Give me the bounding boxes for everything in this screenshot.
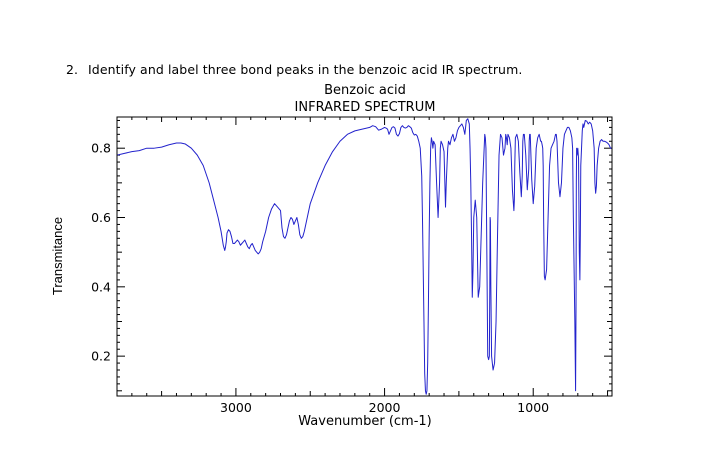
question-text: 2. Identify and label three bond peaks in…: [66, 62, 522, 77]
x-tick-label: 2000: [369, 400, 401, 415]
y-axis-label: Transmitance: [50, 217, 65, 295]
x-axis-label: Wavenumber (cm-1): [298, 414, 431, 429]
x-tick-label: 1000: [517, 400, 549, 415]
y-tick-label: 0.8: [91, 141, 111, 156]
plot-frame: [116, 116, 613, 397]
question-number: 2.: [66, 62, 79, 77]
x-tick-label: 3000: [220, 400, 252, 415]
question-body: Identify and label three bond peaks in t…: [88, 62, 523, 77]
chart-title: Benzoic acid: [324, 83, 406, 98]
axis-ticks: [117, 117, 612, 396]
spectrum-line: [116, 118, 612, 395]
tick-labels: 3000 2000 1000 0.2 0.4 0.6 0.8: [91, 141, 549, 415]
chart-subtitle: INFRARED SPECTRUM: [295, 100, 436, 115]
y-tick-label: 0.6: [91, 210, 111, 225]
y-tick-label: 0.2: [91, 349, 111, 364]
y-tick-label: 0.4: [91, 279, 111, 294]
